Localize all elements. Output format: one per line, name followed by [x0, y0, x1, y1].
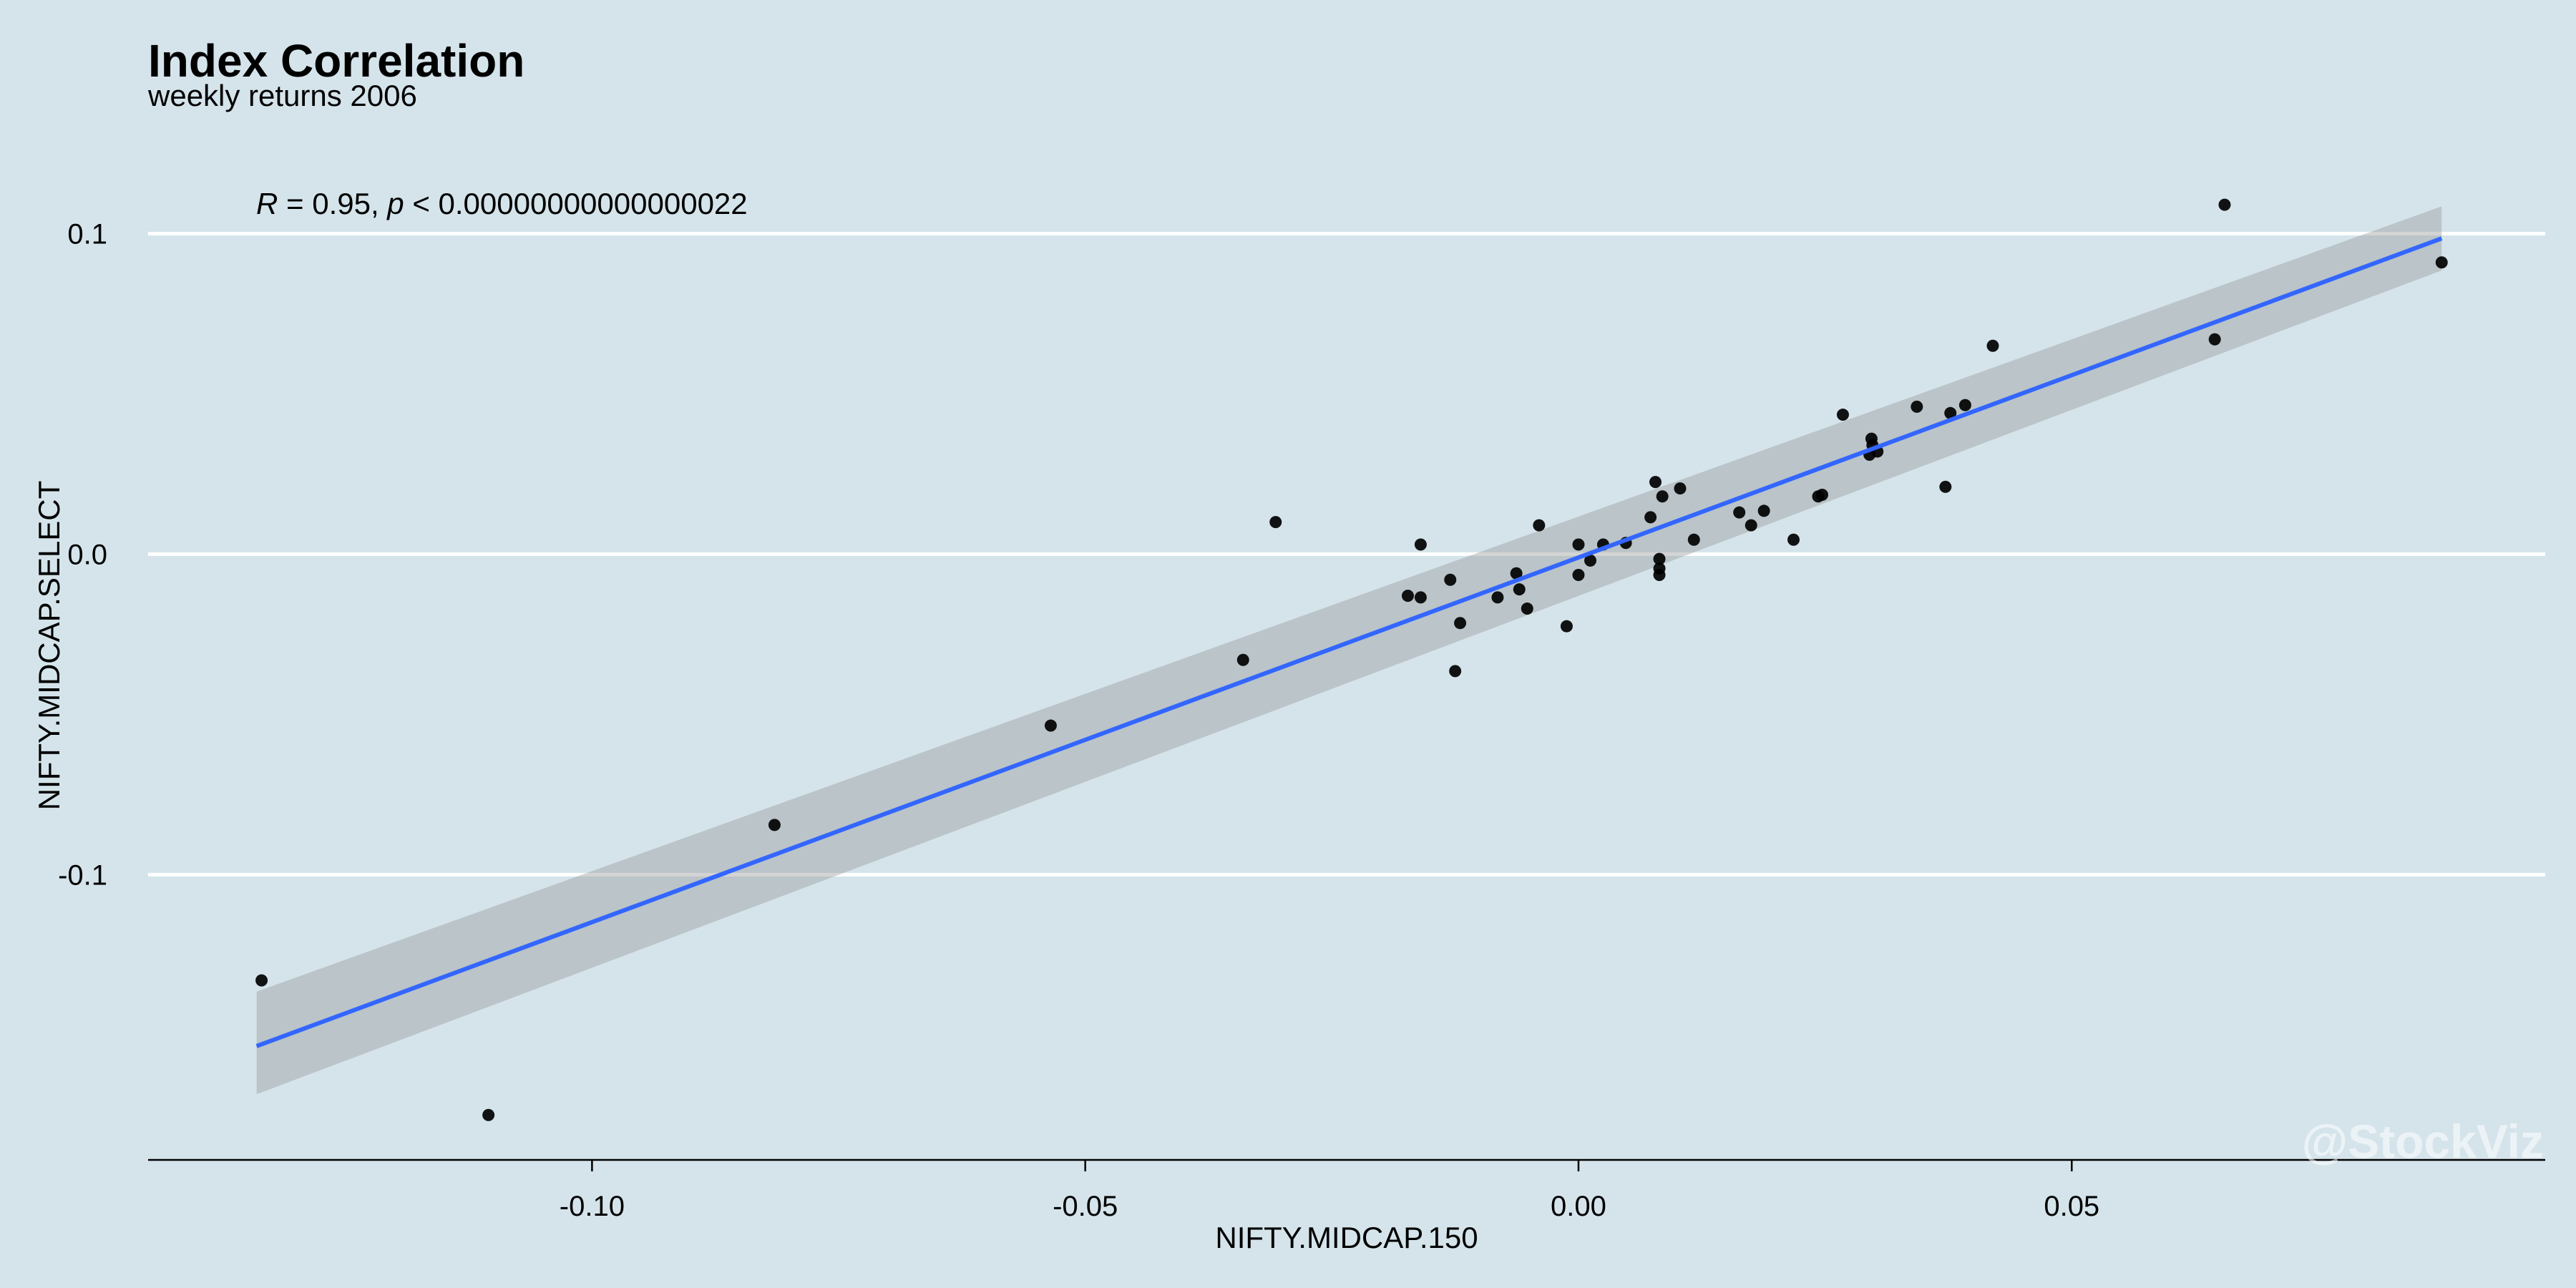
watermark: @StockViz: [2302, 1115, 2544, 1168]
data-point: [1674, 482, 1687, 495]
data-point: [1986, 339, 1999, 352]
chart-title: Index Correlation: [148, 35, 525, 87]
x-tick-label: -0.05: [1053, 1191, 1118, 1222]
data-point: [482, 1108, 495, 1121]
data-point: [2208, 333, 2221, 346]
data-point: [1958, 399, 1971, 411]
data-point: [2435, 256, 2448, 269]
x-ticks: -0.10 -0.05 0.00 0.05: [560, 1160, 2099, 1222]
y-tick-label: 0.0: [67, 539, 107, 570]
data-point: [1911, 400, 1923, 413]
data-point: [1644, 511, 1657, 524]
y-tick-label: 0.1: [67, 218, 107, 250]
data-point: [1513, 583, 1526, 596]
data-point: [1836, 409, 1849, 421]
data-point: [1687, 533, 1700, 546]
data-point: [1449, 665, 1462, 678]
data-point: [1656, 490, 1669, 503]
y-ticks: -0.1 0.0 0.1: [58, 218, 107, 891]
y-axis-title: NIFTY.MIDCAP.SELECT: [32, 481, 66, 811]
p-symbol: p: [386, 187, 404, 220]
data-point: [2218, 198, 2231, 211]
data-point: [1757, 504, 1770, 517]
y-tick-label: -0.1: [58, 859, 107, 891]
data-point: [1269, 516, 1282, 529]
data-point: [1444, 573, 1457, 586]
r-value: = 0.95,: [278, 187, 387, 220]
data-point: [1584, 554, 1597, 567]
data-point: [1491, 591, 1504, 604]
x-tick-label: 0.05: [2044, 1191, 2099, 1222]
x-tick-label: 0.00: [1551, 1191, 1606, 1222]
data-point: [1510, 567, 1523, 580]
data-point: [1649, 476, 1662, 489]
data-point: [1944, 406, 1957, 419]
data-point: [1560, 620, 1573, 633]
data-point: [1815, 489, 1828, 502]
r-symbol: R: [256, 187, 278, 220]
data-point: [1414, 591, 1427, 604]
data-point: [1401, 590, 1414, 602]
data-point: [1653, 552, 1666, 565]
data-point: [1653, 569, 1666, 582]
data-point: [1939, 480, 1952, 493]
regression-line: [255, 236, 2443, 1048]
data-point: [768, 819, 781, 831]
data-point: [1454, 617, 1467, 630]
data-point: [1044, 719, 1057, 732]
confidence-band: [256, 206, 2442, 1095]
data-point: [1745, 519, 1757, 532]
data-point: [1521, 602, 1533, 615]
data-point: [1236, 653, 1249, 666]
x-axis-title: NIFTY.MIDCAP.150: [1215, 1221, 1478, 1254]
chart-subtitle: weekly returns 2006: [147, 79, 417, 112]
x-tick-label: -0.10: [560, 1191, 625, 1222]
gridlines: [148, 231, 2545, 877]
data-point: [1787, 533, 1800, 546]
data-point: [1414, 538, 1427, 551]
regression-line-layer: [255, 236, 2443, 1048]
data-point: [1572, 569, 1585, 582]
confidence-band-area: [256, 206, 2442, 1095]
data-point: [1533, 519, 1546, 532]
data-point: [1572, 538, 1585, 551]
correlation-annotation: R = 0.95, p < 0.00000000000000022: [256, 187, 748, 220]
p-value: < 0.00000000000000022: [404, 187, 748, 220]
data-point: [255, 974, 268, 987]
points-layer: [255, 198, 2448, 1121]
data-point: [1733, 506, 1746, 519]
